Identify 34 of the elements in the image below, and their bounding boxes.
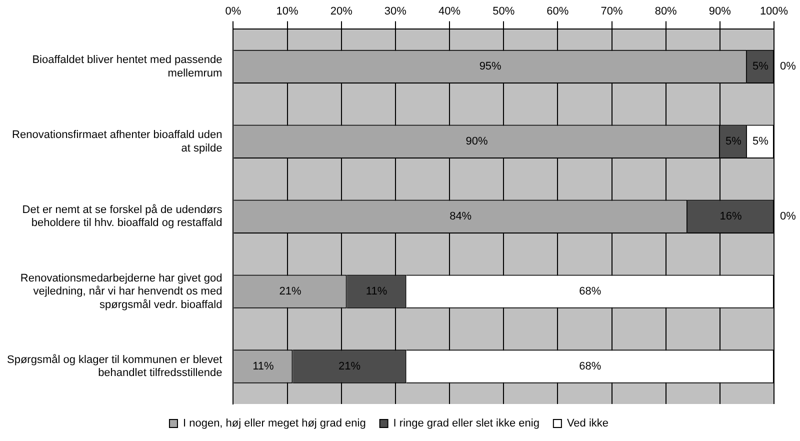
x-tick-label: 10% — [276, 6, 299, 18]
y-tick-label: Renovationsfirmaet afhenter bioaffald uden at spilde — [12, 129, 222, 154]
y-tick-label: Det er nemt at se forskel på de udendørs beholdere til hhv. bioaffald og restaffald — [22, 204, 223, 230]
x-tick-label: 70% — [600, 6, 623, 18]
data-label: 16% — [720, 210, 742, 223]
y-tick-label: Renovationsmedarbejderne har givet god vejledning, når vi har henvendt os med spørgsmål vedr. bioaffald — [20, 272, 222, 311]
data-label: 0% — [780, 60, 796, 73]
x-tick-label: 100% — [760, 6, 788, 18]
x-tick-label: 30% — [384, 6, 407, 18]
data-label: 21% — [279, 286, 302, 298]
x-tick-label: 80% — [654, 6, 678, 18]
legend-label: Ved ikke — [566, 418, 609, 430]
data-label: 11% — [366, 286, 388, 298]
x-tick-label: 60% — [546, 6, 569, 18]
x-tick-label: 20% — [330, 6, 353, 18]
data-label: 11% — [252, 360, 274, 373]
x-tick-label: 0% — [225, 6, 242, 18]
data-label: 84% — [450, 210, 472, 223]
data-label: 21% — [338, 360, 361, 373]
data-label: 68% — [579, 360, 602, 373]
legend-label: I nogen, høj eller meget høj grad enig — [182, 418, 366, 430]
data-label: 5% — [752, 136, 769, 148]
x-tick-label: 40% — [438, 6, 461, 18]
data-label: 5% — [752, 60, 769, 73]
y-tick-label: Spørgsmål og klager til kommunen er blevet behandlet tilfredsstillende — [6, 354, 222, 380]
x-tick-label: 50% — [492, 6, 515, 18]
legend-label: I ringe grad eller slet ikke enig — [393, 418, 540, 430]
data-label: 90% — [466, 136, 488, 148]
x-tick-label: 90% — [708, 6, 732, 18]
data-label: 68% — [579, 286, 602, 298]
data-label: 0% — [780, 210, 796, 223]
y-tick-label: Bioaffaldet bliver hentet med passende mellemrum — [32, 54, 222, 80]
data-label: 95% — [479, 60, 502, 73]
data-label: 5% — [725, 136, 742, 148]
